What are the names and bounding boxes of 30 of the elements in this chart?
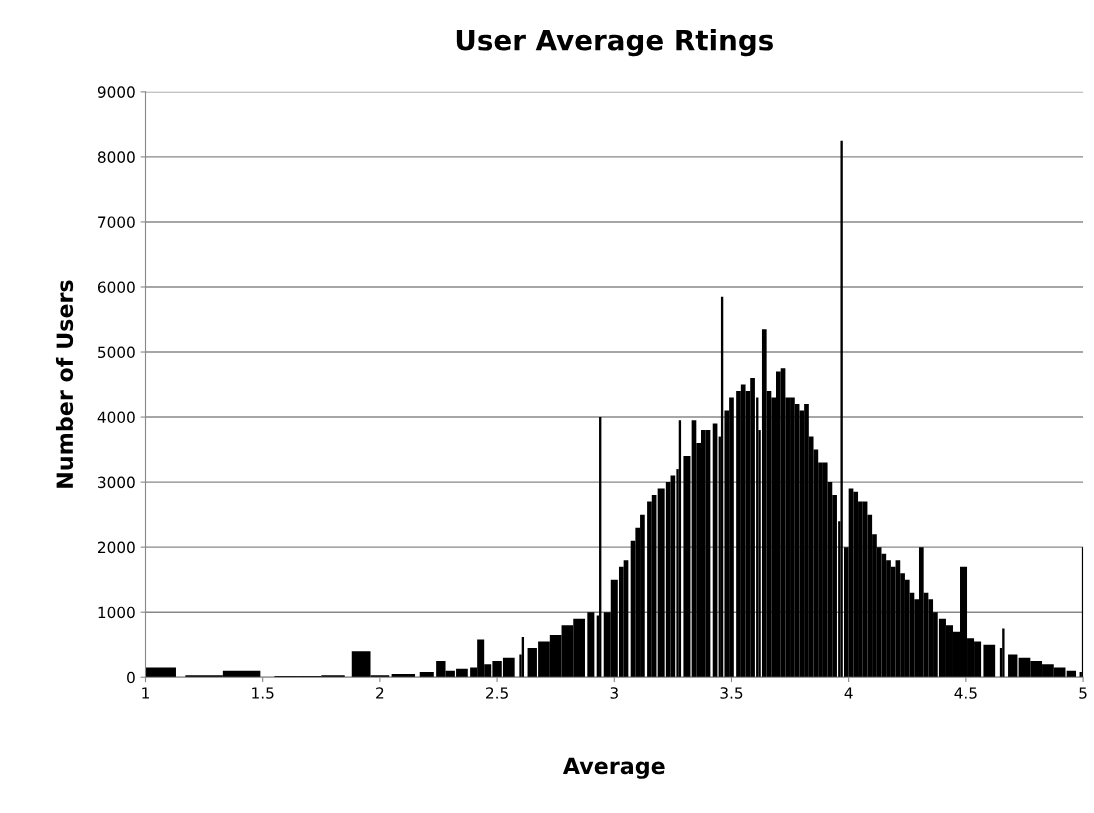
x-tick-label: 1: [142, 687, 149, 699]
x-tick-label: 1.5: [252, 687, 274, 699]
x-axis-title: Average: [562, 757, 665, 779]
bar: [918, 547, 924, 678]
bar: [853, 491, 859, 678]
y-tick-label: 8000: [97, 151, 135, 163]
y-tick-label: 3000: [98, 476, 135, 489]
x-tick-label: 2.5: [486, 687, 508, 699]
chart-title: User Average Rtings: [456, 29, 773, 57]
bar: [761, 329, 767, 678]
y-tick-label: 0: [127, 671, 135, 684]
x-tick-label: 4: [844, 687, 853, 699]
y-axis-title: Number of Users: [55, 280, 74, 488]
bar: [587, 612, 595, 678]
bar: [750, 378, 755, 678]
y-tick-label: 5000: [98, 346, 135, 359]
x-tick-label: 5: [1079, 687, 1087, 699]
x-tick-label: 2: [376, 687, 384, 699]
x-tick-label: 4.5: [954, 687, 977, 699]
y-tick-label: 6000: [97, 281, 135, 294]
x-tick-label: 3: [610, 687, 618, 699]
y-tick-label: 4000: [97, 411, 135, 424]
y-tick-label: 2000: [98, 541, 135, 554]
y-tick-label: 7000: [98, 216, 135, 228]
y-tick-label: 9000: [97, 86, 135, 98]
bar: [822, 462, 828, 678]
y-tick-label: 1000: [98, 606, 135, 619]
bar: [740, 384, 746, 678]
bar: [683, 456, 691, 678]
x-tick-label: 3.5: [720, 687, 743, 699]
